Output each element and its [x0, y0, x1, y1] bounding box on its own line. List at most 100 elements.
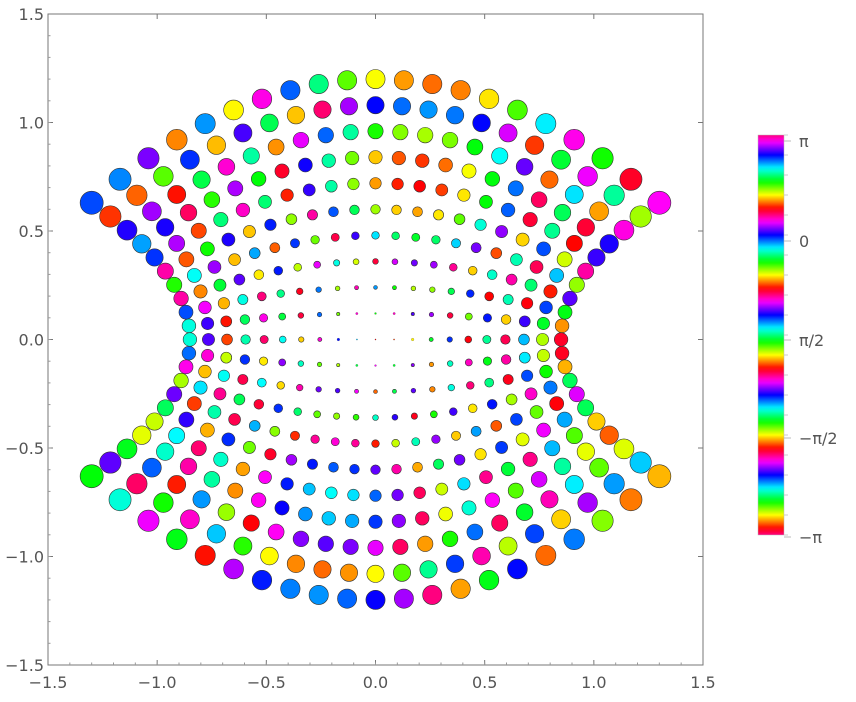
data-point: [619, 488, 643, 512]
data-point: [441, 530, 459, 548]
data-point: [328, 206, 339, 218]
data-point: [371, 439, 380, 448]
data-point: [253, 269, 265, 280]
data-point: [251, 492, 267, 508]
data-point: [464, 312, 473, 321]
data-point: [433, 209, 444, 221]
data-point: [178, 304, 194, 320]
data-point: [192, 170, 211, 189]
data-point: [478, 570, 500, 591]
data-point: [429, 386, 436, 393]
data-point: [446, 312, 454, 319]
data-point: [274, 500, 290, 516]
data-point: [200, 241, 215, 257]
data-point: [336, 311, 341, 316]
data-point: [457, 188, 471, 202]
data-point: [126, 473, 148, 495]
data-point: [297, 312, 305, 319]
colorbar-label: π: [799, 132, 809, 151]
data-point: [108, 167, 132, 191]
data-point: [525, 135, 545, 155]
data-point: [308, 74, 329, 94]
data-point: [474, 448, 487, 461]
data-point: [430, 260, 438, 269]
data-point: [518, 351, 531, 364]
data-point: [629, 205, 652, 228]
data-point: [313, 100, 332, 119]
data-point: [464, 335, 472, 344]
data-point: [371, 231, 380, 240]
data-point: [393, 338, 395, 341]
data-point: [116, 438, 138, 460]
data-point: [435, 183, 449, 197]
data-point: [557, 359, 573, 375]
data-point: [392, 285, 397, 291]
data-point: [391, 177, 404, 191]
data-point: [367, 539, 384, 556]
data-point: [193, 284, 208, 299]
data-point: [352, 413, 360, 421]
data-point: [411, 232, 421, 242]
data-point: [368, 150, 383, 165]
data-point: [587, 412, 606, 431]
data-point: [79, 190, 104, 215]
data-point: [166, 386, 183, 403]
data-point: [116, 219, 138, 241]
data-point: [543, 380, 558, 395]
data-point: [529, 405, 544, 419]
data-point: [156, 442, 175, 461]
data-point: [310, 235, 320, 245]
data-point: [342, 124, 359, 141]
data-point: [410, 285, 417, 292]
data-point: [240, 334, 251, 345]
data-point: [393, 97, 411, 116]
data-point: [554, 318, 570, 333]
data-point: [368, 514, 383, 529]
data-point: [221, 333, 233, 346]
data-point: [603, 473, 625, 495]
data-point: [233, 536, 253, 556]
data-point: [490, 247, 503, 259]
data-point: [470, 425, 482, 437]
data-point: [518, 315, 531, 328]
data-point: [500, 334, 511, 345]
data-point: [235, 202, 251, 218]
data-point: [577, 492, 598, 513]
data-point: [507, 99, 528, 121]
data-point: [577, 399, 595, 417]
data-point: [468, 403, 478, 414]
data-point: [276, 381, 285, 390]
data-point: [479, 195, 493, 209]
data-point: [603, 184, 625, 206]
data-point: [524, 278, 538, 292]
data-point: [428, 312, 435, 318]
data-point: [213, 451, 229, 467]
data-point: [563, 528, 585, 550]
data-point: [192, 490, 211, 509]
data-point: [328, 461, 339, 473]
data-point: [374, 338, 377, 341]
data-point: [293, 263, 302, 272]
data-point: [248, 247, 261, 259]
data-point: [156, 218, 175, 237]
data-point: [413, 486, 426, 499]
data-point: [553, 457, 572, 475]
data-point: [213, 387, 227, 401]
data-point: [280, 578, 301, 599]
data-point: [317, 127, 334, 144]
x-tick-label: −0.5: [247, 673, 286, 692]
data-point: [419, 100, 438, 119]
data-point: [482, 356, 492, 366]
data-point: [307, 209, 318, 221]
data-point: [260, 113, 279, 133]
data-point: [428, 337, 434, 342]
data-point: [629, 451, 652, 474]
data-point: [181, 346, 197, 361]
data-point: [137, 147, 160, 170]
data-point: [565, 427, 583, 445]
data-point: [433, 458, 444, 470]
data-point: [186, 268, 202, 283]
data-point: [415, 511, 430, 526]
data-point: [591, 147, 614, 170]
data-point: [530, 471, 548, 488]
